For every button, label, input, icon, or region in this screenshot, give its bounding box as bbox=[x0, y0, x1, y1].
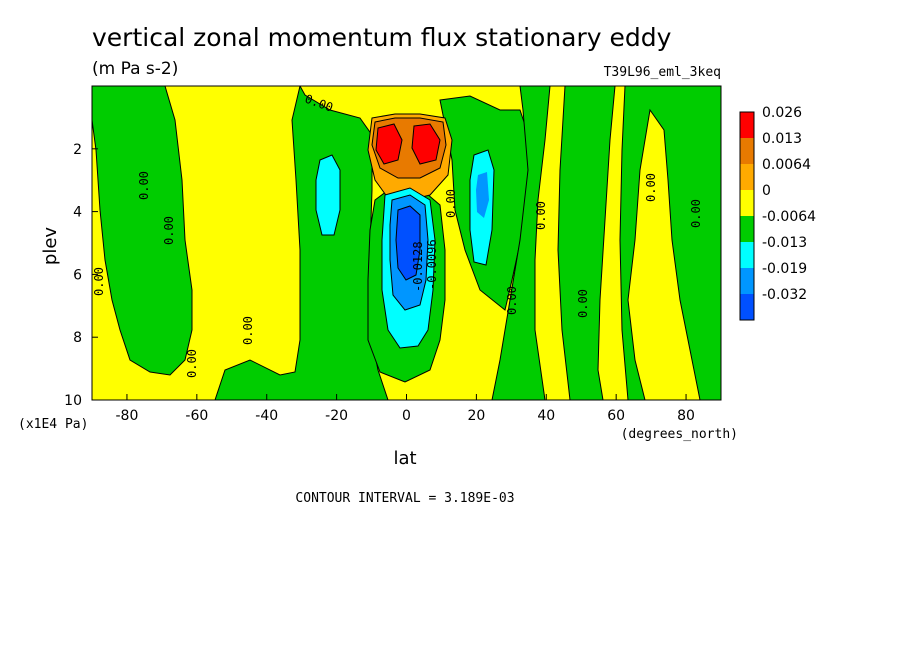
legend-label: 0.026 bbox=[762, 105, 802, 121]
color-legend: 0.026 0.013 0.0064 0 -0.0064 -0.013 -0.019 -0.0… bbox=[739, 105, 816, 321]
x-tick-label: -40 bbox=[255, 408, 278, 424]
x-tick-label: 60 bbox=[607, 408, 625, 424]
legend-label: 0.013 bbox=[762, 131, 802, 147]
contour-fill-midblue-nh bbox=[476, 172, 489, 218]
contour-fill-cyan-sh bbox=[315, 154, 341, 236]
x-axis-units: (degrees_north) bbox=[621, 427, 738, 442]
contour-fill-green-sh-mid bbox=[214, 86, 389, 400]
contour-label: 0.00 bbox=[505, 286, 519, 315]
contour-label: 0.00 bbox=[185, 349, 199, 378]
y-tick-label: 4 bbox=[73, 205, 82, 221]
chart-units: (m Pa s-2) bbox=[92, 59, 178, 79]
contour-label: 0.00 bbox=[444, 189, 458, 218]
legend-label: -0.013 bbox=[762, 235, 807, 251]
x-tick-label: -60 bbox=[185, 408, 208, 424]
contour-label: 0.00 bbox=[241, 316, 255, 345]
contour-fill-blue-core bbox=[395, 205, 421, 281]
legend-label: 0 bbox=[762, 183, 771, 199]
x-tick-label: -80 bbox=[116, 408, 139, 424]
legend-swatch bbox=[740, 294, 754, 320]
contour-label: 0.00 bbox=[576, 289, 590, 318]
contour-fill-red-left bbox=[375, 123, 403, 165]
x-tick-label: 40 bbox=[537, 408, 555, 424]
contour-label: 0.00 bbox=[92, 267, 106, 296]
legend-swatch bbox=[740, 242, 754, 268]
contour-label: 0.00 bbox=[162, 216, 176, 245]
legend-swatch bbox=[740, 164, 754, 190]
contour-fill-green-nh-mid bbox=[491, 86, 551, 400]
contour-fill-green-nh-sub bbox=[557, 86, 616, 400]
chart-title: vertical zonal momentum flux stationary … bbox=[92, 23, 672, 52]
legend-swatch bbox=[740, 112, 754, 138]
legend-label: -0.032 bbox=[762, 287, 807, 303]
x-tick-label: 80 bbox=[677, 408, 695, 424]
legend-swatch bbox=[740, 190, 754, 216]
y-tick-label: 6 bbox=[73, 267, 82, 283]
x-tick-label: -20 bbox=[325, 408, 348, 424]
legend-swatch bbox=[740, 268, 754, 294]
contour-fill-green-sh-polar bbox=[92, 86, 193, 376]
contour-fill-green-nh-polar bbox=[619, 86, 721, 400]
legend-frame bbox=[739, 111, 755, 321]
contour-label: 0.00 bbox=[644, 173, 658, 202]
contour-fill-red-right bbox=[411, 123, 441, 165]
y-axis-title: plev bbox=[40, 227, 61, 266]
x-tick-label: 20 bbox=[467, 408, 485, 424]
contour-label: 0.00 bbox=[534, 201, 548, 230]
experiment-label: T39L96_eml_3keq bbox=[604, 65, 721, 80]
contour-label: 0.00 bbox=[689, 199, 703, 228]
y-tick-label: 2 bbox=[73, 142, 82, 158]
x-axis-title: lat bbox=[393, 448, 416, 469]
y-tick-label: 8 bbox=[73, 330, 82, 346]
y-tick-label: 10 bbox=[64, 393, 82, 409]
x-tick-label: 0 bbox=[402, 408, 411, 424]
legend-label: -0.0064 bbox=[762, 209, 816, 225]
contour-label: -0.0128 bbox=[411, 241, 425, 292]
legend-label: 0.0064 bbox=[762, 157, 811, 173]
legend-label: -0.019 bbox=[762, 261, 807, 277]
y-axis-units: (x1E4 Pa) bbox=[18, 417, 88, 432]
contour-label: -0.0096 bbox=[425, 239, 439, 290]
legend-swatch bbox=[740, 138, 754, 164]
plot-area bbox=[92, 86, 721, 400]
legend-swatch bbox=[740, 216, 754, 242]
contour-label: 0.00 bbox=[137, 171, 151, 200]
contour-interval-note: CONTOUR INTERVAL = 3.189E-03 bbox=[295, 491, 514, 506]
axis-ticks: -80 -60 -40 -20 0 20 40 60 80 2 4 6 8 10 bbox=[64, 142, 695, 424]
